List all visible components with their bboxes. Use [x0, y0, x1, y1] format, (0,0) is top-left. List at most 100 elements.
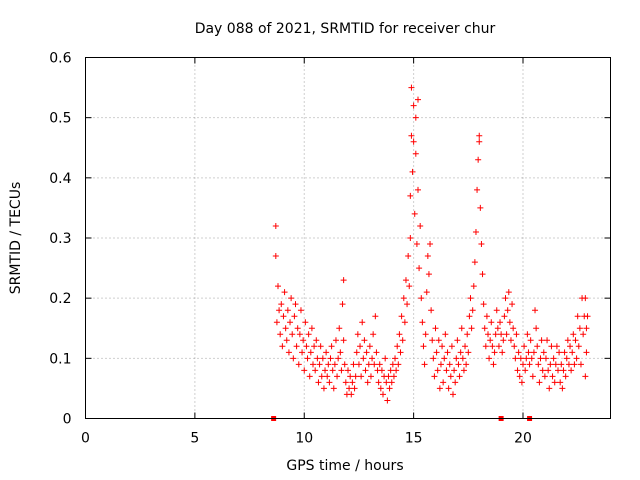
data-point — [534, 343, 541, 350]
data-point — [273, 319, 280, 326]
data-point — [501, 313, 508, 320]
data-point — [407, 192, 414, 199]
data-point — [540, 349, 547, 356]
data-point — [560, 367, 567, 374]
data-point — [582, 373, 589, 380]
data-point — [567, 343, 574, 350]
data-point — [292, 301, 299, 308]
data-point — [399, 337, 406, 344]
data-point — [360, 355, 367, 362]
data-point — [272, 222, 279, 229]
data-point — [440, 379, 447, 386]
data-point — [506, 319, 513, 326]
data-point — [582, 295, 589, 302]
data-point — [459, 355, 466, 362]
data-point — [327, 355, 334, 362]
data-point — [573, 355, 580, 362]
data-point — [285, 349, 292, 356]
data-point — [437, 361, 444, 368]
data-point — [515, 349, 522, 356]
data-point — [409, 168, 416, 175]
data-point — [552, 361, 559, 368]
data-point — [498, 331, 505, 338]
data-point — [497, 319, 504, 326]
data-point — [373, 349, 380, 356]
data-point — [330, 385, 337, 392]
data-point — [446, 361, 453, 368]
data-point — [400, 295, 407, 302]
data-point — [450, 391, 456, 398]
data-point — [320, 385, 327, 392]
data-point — [488, 319, 495, 326]
data-point — [571, 361, 578, 368]
data-point — [416, 265, 423, 272]
data-point — [350, 361, 357, 368]
data-point — [384, 397, 391, 404]
data-point — [463, 361, 470, 368]
data-point — [322, 367, 329, 374]
data-point — [335, 355, 342, 362]
data-point — [574, 313, 581, 320]
data-point — [348, 391, 355, 398]
data-point — [491, 349, 498, 356]
data-point — [324, 373, 331, 380]
data-point — [428, 307, 435, 314]
x-tick-label: 15 — [405, 431, 423, 447]
data-point — [279, 343, 286, 350]
data-point — [388, 379, 395, 386]
data-point — [575, 343, 582, 350]
data-point — [386, 385, 393, 392]
data-point — [562, 373, 569, 380]
y-tick-label: 0.4 — [49, 171, 71, 187]
data-point — [331, 361, 338, 368]
data-point — [447, 373, 454, 380]
data-point — [556, 349, 563, 356]
data-point — [520, 361, 526, 368]
data-point — [453, 355, 460, 362]
data-point — [476, 138, 483, 145]
data-point — [393, 367, 400, 374]
data-point — [422, 331, 429, 338]
data-point — [439, 343, 446, 350]
data-point — [527, 337, 534, 344]
data-point — [305, 331, 312, 338]
data-point — [539, 367, 546, 374]
data-point — [304, 355, 311, 362]
data-point — [553, 343, 560, 350]
data-point — [347, 373, 354, 380]
data-point — [518, 379, 525, 386]
data-point — [345, 367, 351, 374]
data-point — [551, 379, 558, 386]
data-point — [376, 361, 383, 368]
data-point — [272, 253, 279, 260]
data-point — [387, 367, 394, 374]
data-point — [364, 379, 371, 386]
data-point — [421, 361, 428, 368]
data-point — [378, 367, 385, 374]
data-point — [296, 331, 303, 338]
data-point — [441, 355, 448, 362]
data-point — [510, 325, 517, 332]
data-point — [315, 379, 322, 386]
data-point — [479, 271, 486, 278]
data-point — [361, 337, 368, 344]
data-point — [532, 307, 539, 314]
data-point — [564, 337, 571, 344]
data-point — [405, 253, 412, 260]
data-point — [464, 331, 471, 338]
data-point — [293, 343, 300, 350]
data-point — [468, 325, 475, 332]
data-point — [541, 373, 548, 380]
data-point — [349, 379, 356, 386]
data-point — [383, 379, 390, 386]
data-point — [469, 307, 476, 314]
data-point — [547, 361, 554, 368]
data-point — [580, 331, 587, 338]
data-point — [530, 349, 537, 356]
data-point — [499, 349, 506, 356]
data-point — [323, 349, 330, 356]
data-point — [308, 325, 315, 332]
data-point — [410, 102, 417, 109]
data-point — [490, 361, 497, 368]
data-point — [555, 367, 561, 374]
